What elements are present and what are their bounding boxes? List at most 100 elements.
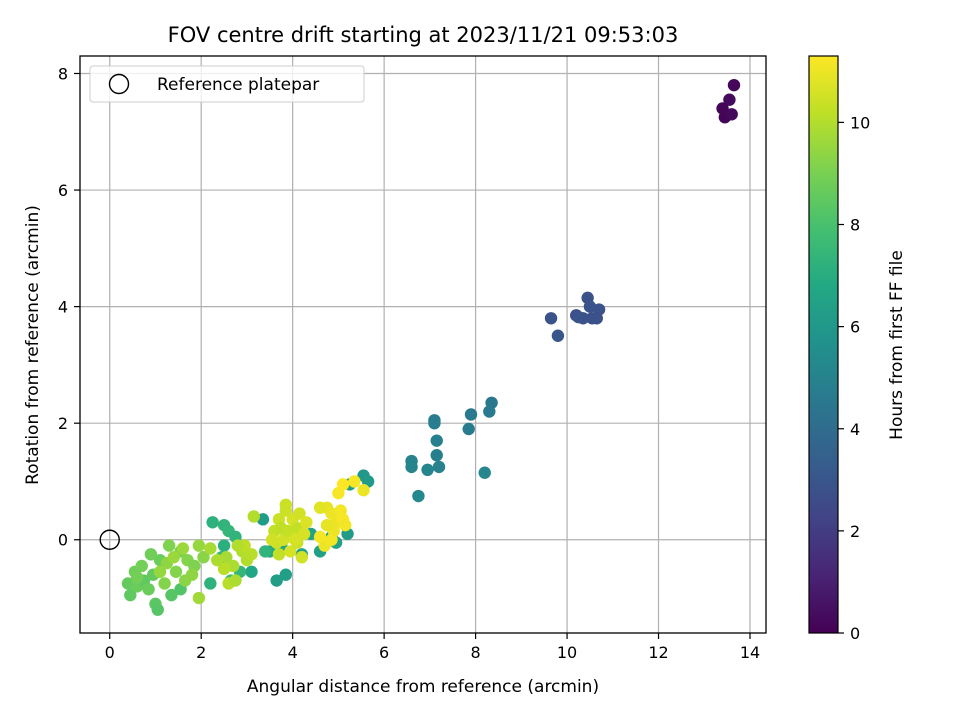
data-point — [158, 577, 171, 590]
data-point — [336, 478, 350, 491]
data-point — [229, 574, 242, 587]
data-point — [723, 93, 736, 106]
gridlines — [80, 56, 766, 633]
data-point — [727, 78, 741, 92]
data-point — [153, 565, 167, 579]
x-axis-ticks: 0 2 4 6 8 10 12 14 — [105, 633, 760, 662]
data-point — [464, 408, 478, 421]
data-point — [348, 475, 361, 488]
data-point — [428, 416, 441, 430]
legend-marker-icon — [108, 73, 130, 95]
reference-marker — [99, 529, 120, 550]
legend-entry-reference: Reference platepar — [157, 75, 319, 95]
data-point — [357, 484, 370, 497]
data-point — [247, 510, 260, 523]
data-point — [412, 489, 425, 503]
data-point — [167, 551, 180, 564]
x-tick-label: 10 — [557, 643, 577, 662]
data-point — [142, 583, 155, 596]
y-tick-label: 6 — [58, 181, 68, 200]
data-point — [279, 568, 292, 581]
data-point — [185, 568, 199, 581]
data-point — [217, 562, 231, 576]
data-point — [544, 312, 558, 325]
data-point — [124, 588, 137, 602]
colorbar-ticks: 0 2 4 6 8 10 — [838, 113, 870, 643]
data-point — [197, 551, 210, 564]
x-tick-label: 14 — [740, 643, 760, 662]
data-points — [121, 78, 741, 616]
data-point — [339, 518, 352, 532]
chart-title: FOV centre drift starting at 2023/11/21 … — [168, 23, 679, 47]
data-point — [259, 545, 272, 558]
data-point — [462, 422, 475, 436]
y-axis-label: Rotation from reference (arcmin) — [23, 205, 43, 485]
data-point — [483, 405, 496, 418]
x-tick-label: 12 — [648, 643, 668, 662]
data-point — [151, 603, 164, 616]
data-point — [169, 565, 183, 579]
data-point — [293, 507, 306, 520]
colorbar-tick-label: 0 — [850, 624, 860, 643]
colorbar — [808, 55, 839, 634]
data-point — [313, 530, 327, 544]
colorbar-label: Hours from first FF file — [887, 250, 907, 440]
colorbar-tick-label: 6 — [850, 318, 860, 337]
data-point — [586, 312, 599, 325]
data-point — [405, 460, 418, 474]
data-point — [204, 577, 217, 590]
data-point — [716, 102, 729, 115]
x-tick-label: 0 — [105, 643, 115, 662]
legend-box — [89, 65, 365, 103]
data-point — [300, 516, 313, 529]
data-point — [430, 449, 443, 462]
data-point — [211, 553, 224, 567]
data-point — [421, 463, 434, 477]
data-point — [231, 539, 244, 552]
data-point — [217, 539, 231, 552]
x-tick-label: 4 — [288, 643, 298, 662]
data-point — [583, 300, 597, 313]
data-point — [192, 591, 206, 605]
data-point — [245, 548, 258, 561]
colorbar-tick-label: 2 — [850, 522, 860, 541]
data-point — [572, 310, 585, 324]
data-point — [478, 466, 491, 479]
data-point — [725, 108, 738, 121]
data-point — [130, 571, 144, 584]
y-tick-label: 0 — [58, 531, 68, 550]
data-point — [245, 565, 258, 579]
data-point — [204, 542, 217, 555]
data-point — [284, 545, 297, 558]
y-axis-ticks: 0 2 4 6 8 — [58, 64, 80, 550]
x-tick-label: 2 — [196, 643, 206, 662]
data-point — [313, 501, 327, 514]
colorbar-tick-label: 4 — [850, 420, 860, 439]
y-tick-label: 8 — [58, 64, 68, 83]
data-point — [144, 548, 158, 561]
colorbar-tick-label: 8 — [850, 216, 860, 235]
plot-frame — [79, 55, 767, 634]
legend: Reference platepar — [89, 65, 365, 103]
data-point — [176, 542, 190, 555]
x-axis-label: Angular distance from reference (arcmin) — [247, 677, 599, 697]
data-point — [272, 548, 286, 561]
data-point — [288, 533, 302, 546]
y-tick-label: 2 — [58, 414, 68, 433]
x-tick-label: 6 — [379, 643, 389, 662]
data-point — [206, 516, 219, 529]
data-point — [320, 518, 334, 532]
data-point — [430, 434, 443, 447]
data-point — [297, 527, 311, 541]
data-point — [165, 588, 178, 602]
data-point — [279, 498, 292, 511]
data-point — [162, 539, 176, 552]
data-point — [295, 551, 309, 564]
data-point — [265, 533, 279, 546]
data-point — [135, 559, 148, 573]
data-point — [192, 539, 206, 552]
data-point — [432, 460, 446, 474]
x-tick-label: 8 — [470, 643, 480, 662]
data-point — [270, 574, 283, 587]
